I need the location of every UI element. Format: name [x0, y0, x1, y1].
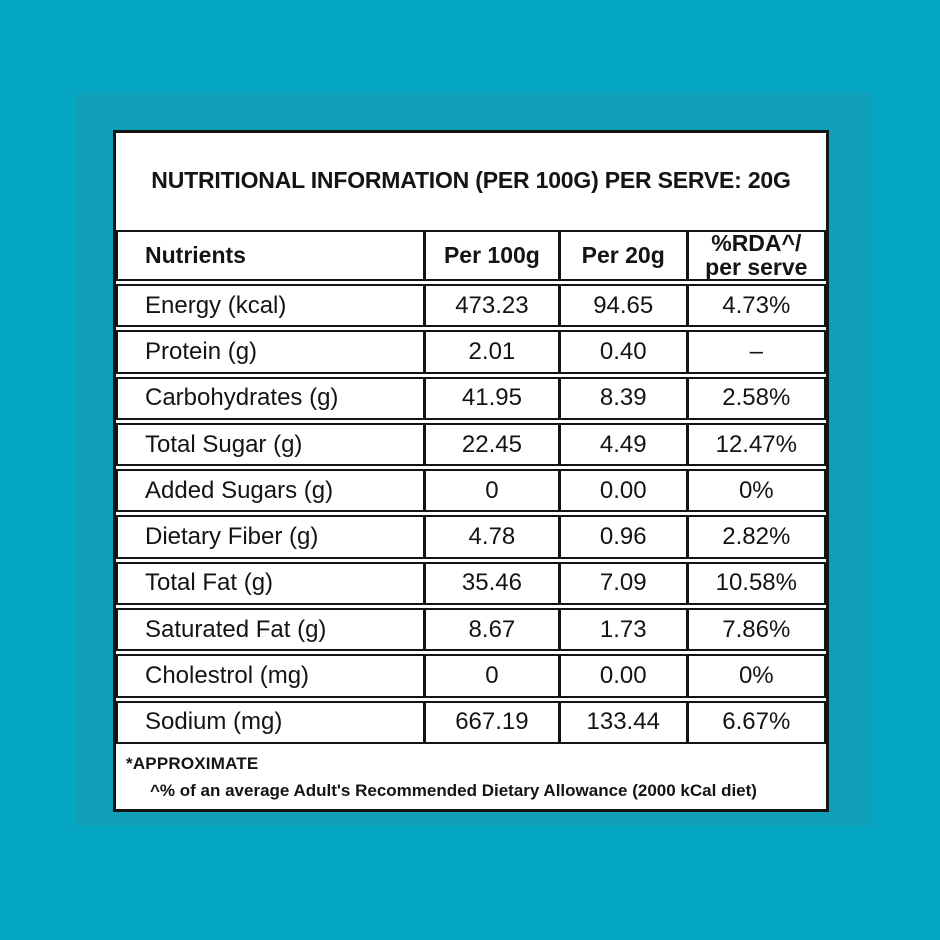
column-header-per-20g: Per 20g — [557, 232, 686, 279]
value-per-20g: 0.00 — [557, 471, 686, 511]
value-per-20g: 4.49 — [557, 424, 686, 465]
nutrient-name: Saturated Fat (g) — [145, 615, 327, 643]
table-row: Energy (kcal) 473.23 94.65 4.73% — [116, 284, 826, 328]
value-per-100g: 473.23 — [422, 286, 558, 326]
value-per-20g: 0.96 — [557, 517, 686, 557]
value-rda: 7.86% — [685, 610, 824, 650]
column-header-per-100g: Per 100g — [422, 232, 558, 279]
table-row: Protein (g) 2.01 0.40– — [116, 330, 826, 374]
value-per-20g: 7.09 — [557, 563, 686, 604]
table-row: Total Fat (g) 35.46 7.09 10.58% — [116, 561, 826, 606]
column-header-nutrients: Nutrients — [145, 242, 246, 268]
table-row: Cholestrol (mg) 0 0.00 0% — [116, 654, 826, 698]
value-rda: 2.82% — [685, 517, 824, 557]
value-per-20g: 1.73 — [557, 610, 686, 650]
value-per-20g: 0.40 — [557, 332, 686, 372]
value-rda: 0% — [685, 656, 824, 696]
footnotes-block: *APPROXIMATE ^% of an average Adult's Re… — [116, 747, 826, 809]
value-rda: 6.67% — [685, 702, 824, 742]
table-header-row: Nutrients Per 100g Per 20g %RDA^/ per se… — [116, 230, 826, 281]
value-per-100g: 22.45 — [422, 424, 558, 465]
nutrient-name: Dietary Fiber (g) — [145, 523, 319, 551]
table-row: Saturated Fat (g) 8.67 1.73 7.86% — [116, 608, 826, 652]
nutrient-name: Carbohydrates (g) — [145, 384, 339, 412]
rda-header-line2: per serve — [705, 253, 808, 280]
nutrient-name: Added Sugars (g) — [145, 476, 334, 504]
value-rda: 10.58% — [685, 563, 824, 604]
value-rda: 2.58% — [685, 378, 824, 418]
value-per-100g: 41.95 — [422, 378, 558, 418]
value-rda: 12.47% — [685, 424, 824, 465]
value-per-100g: 0 — [422, 471, 558, 511]
column-header-rda: %RDA^/ per serve — [685, 230, 824, 280]
rda-header-line1: %RDA^/ — [711, 230, 802, 257]
label-title-block: NUTRITIONAL INFORMATION (PER 100G) PER S… — [116, 133, 826, 227]
nutrient-name: Total Sugar (g) — [145, 430, 303, 458]
value-per-100g: 4.78 — [422, 517, 558, 557]
nutrient-name: Energy (kcal) — [145, 291, 287, 319]
footnote-approximate: *APPROXIMATE — [126, 753, 259, 773]
value-per-100g: 35.46 — [422, 563, 558, 604]
value-rda: 0% — [685, 471, 824, 511]
table-row: Carbohydrates (g) 41.95 8.39 2.58% — [116, 376, 826, 420]
nutrient-name: Protein (g) — [145, 337, 258, 365]
nutrient-name: Cholestrol (mg) — [145, 662, 310, 690]
nutrient-name: Sodium (mg) — [145, 708, 283, 736]
nutrient-name: Total Fat (g) — [145, 569, 274, 597]
table-row: Dietary Fiber (g) 4.78 0.96 2.82% — [116, 515, 826, 559]
footnote-rda: ^% of an average Adult's Recommended Die… — [150, 780, 757, 800]
value-per-20g: 94.65 — [557, 286, 686, 326]
label-title: NUTRITIONAL INFORMATION (PER 100G) PER S… — [151, 166, 791, 193]
table-row: Total Sugar (g) 22.45 4.49 12.47% — [116, 422, 826, 467]
value-per-100g: 667.19 — [422, 702, 558, 742]
value-rda: – — [685, 332, 824, 372]
value-per-20g: 133.44 — [557, 702, 686, 742]
nutrition-label-card: NUTRITIONAL INFORMATION (PER 100G) PER S… — [113, 130, 829, 812]
value-rda: 4.73% — [685, 286, 824, 326]
value-per-100g: 8.67 — [422, 610, 558, 650]
value-per-100g: 0 — [422, 656, 558, 696]
value-per-20g: 0.00 — [557, 656, 686, 696]
value-per-100g: 2.01 — [422, 332, 558, 372]
value-per-20g: 8.39 — [557, 378, 686, 418]
table-row: Added Sugars (g) 0 0.00 0% — [116, 469, 826, 513]
table-row: Sodium (mg) 667.19 133.44 6.67% — [116, 700, 826, 744]
